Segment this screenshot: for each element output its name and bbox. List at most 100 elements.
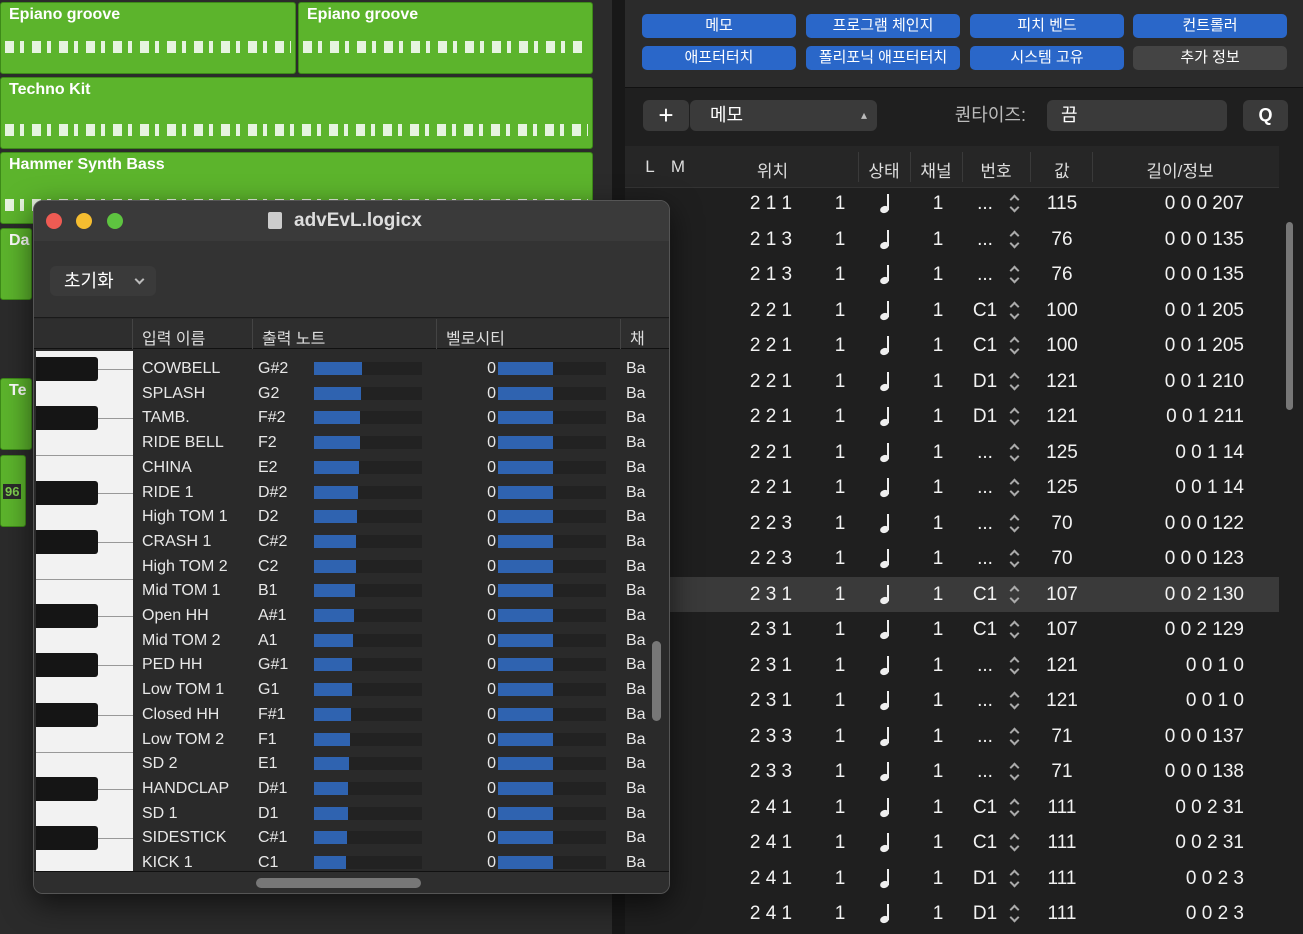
q-button[interactable]: Q <box>1243 100 1288 131</box>
event-type-popup[interactable]: 메모 ▴ <box>690 100 877 131</box>
channel: Ba <box>626 631 646 649</box>
filter-button[interactable]: 프로그램 체인지 <box>806 14 960 38</box>
event-cell: 2 3 1 <box>749 654 793 676</box>
event-cell: 2 1 3 <box>749 264 793 285</box>
column-header[interactable]: 위치 <box>756 162 789 181</box>
minimize-button[interactable] <box>76 213 92 229</box>
velocity-slider <box>498 386 553 400</box>
velocity: 0 <box>487 631 496 649</box>
filter-button[interactable]: 피치 벤드 <box>970 14 1124 38</box>
velocity: 0 <box>487 557 496 575</box>
note-stem <box>887 691 889 707</box>
black-key[interactable] <box>36 776 98 801</box>
event-cell: C1 <box>972 335 998 356</box>
output-note: A#1 <box>258 607 287 624</box>
quantize-popup[interactable]: 끔 <box>1047 100 1227 131</box>
event-cell: 1 <box>834 761 846 782</box>
track-region[interactable]: 96 <box>0 455 26 527</box>
key-line <box>98 616 133 617</box>
velocity-slider <box>498 411 553 425</box>
track-region[interactable]: Epiano groove <box>298 2 593 74</box>
filter-button[interactable]: 컨트롤러 <box>1133 14 1287 38</box>
column-header[interactable]: 상태 <box>868 162 900 181</box>
black-key[interactable] <box>36 480 98 505</box>
channel: Ba <box>626 779 646 797</box>
event-cell: 1 <box>834 264 846 285</box>
note-slider <box>314 485 358 499</box>
channel: Ba <box>626 681 646 699</box>
key-line <box>36 751 133 753</box>
column-header[interactable]: 채 <box>630 331 645 348</box>
event-cell: 2 2 1 <box>749 335 793 356</box>
zoom-button[interactable] <box>107 213 123 229</box>
input-name: Mid TOM 1 <box>142 582 221 600</box>
output-note: C#1 <box>258 829 288 847</box>
note-slider <box>314 683 352 697</box>
event-cell: 0 0 2 31 <box>1175 796 1244 818</box>
velocity: 0 <box>487 854 496 871</box>
black-key[interactable] <box>36 653 98 678</box>
event-cell: 1 <box>834 903 846 924</box>
add-button[interactable]: + <box>643 100 689 131</box>
velocity: 0 <box>487 755 496 773</box>
event-cell: 0 0 1 210 <box>1164 370 1244 392</box>
event-cell: 0 0 0 122 <box>1164 512 1244 534</box>
column-header[interactable]: 번호 <box>980 162 1012 181</box>
black-key[interactable] <box>36 357 98 381</box>
black-key[interactable] <box>36 702 98 727</box>
event-cell: C1 <box>972 583 998 605</box>
event-cell: 71 <box>1051 761 1073 782</box>
event-cell: 1 <box>834 441 846 463</box>
velocity-slider <box>498 436 553 450</box>
column-header[interactable]: L <box>645 157 655 176</box>
event-cell: 1 <box>834 477 846 498</box>
channel: Ba <box>626 557 646 575</box>
velocity-slider <box>498 732 553 746</box>
event-cell: 1 <box>932 796 944 818</box>
table-header <box>34 319 669 349</box>
region-name: Hammer Synth Bass <box>9 156 165 173</box>
note-slider <box>314 510 358 524</box>
input-name: SPLASH <box>142 384 206 402</box>
track-region[interactable]: Da <box>0 228 32 300</box>
track-region[interactable]: Techno Kit <box>0 77 593 149</box>
channel: Ba <box>626 384 646 402</box>
reset-popup[interactable]: 초기화 <box>50 266 156 296</box>
input-name: Low TOM 2 <box>142 730 225 748</box>
velocity: 0 <box>487 582 496 600</box>
filter-button[interactable]: 애프터터치 <box>642 46 796 70</box>
column-header[interactable]: 출력 노트 <box>262 331 326 348</box>
track-region[interactable]: Te <box>0 378 32 450</box>
close-button[interactable] <box>46 213 62 229</box>
note-stem <box>887 620 889 636</box>
column-header[interactable]: 길이/정보 <box>1146 162 1214 181</box>
input-name: SD 2 <box>142 755 178 773</box>
note-slider <box>314 633 354 647</box>
filter-button[interactable]: 폴리포닉 애프터터치 <box>806 46 960 70</box>
black-key[interactable] <box>36 604 98 628</box>
black-key[interactable] <box>36 826 98 851</box>
track-region[interactable]: Epiano groove <box>0 2 296 74</box>
column-header[interactable]: M <box>670 157 686 176</box>
black-key[interactable] <box>36 529 98 554</box>
event-cell: 1 <box>932 761 944 782</box>
event-cell: ... <box>977 512 993 534</box>
black-key[interactable] <box>36 406 98 431</box>
column-header[interactable]: 벨로시티 <box>446 331 505 348</box>
filter-button[interactable]: 메모 <box>642 14 796 38</box>
column-header[interactable]: 채널 <box>920 162 952 181</box>
channel: Ba <box>626 458 646 476</box>
event-cell: 0 0 1 211 <box>1166 406 1244 427</box>
note-slider <box>314 757 350 771</box>
midi-notes <box>5 41 291 53</box>
output-note: G1 <box>258 681 280 699</box>
event-cell: 0 0 1 0 <box>1185 654 1244 676</box>
filter-button[interactable]: 추가 정보 <box>1133 46 1287 70</box>
event-cell: 0 0 0 123 <box>1164 548 1244 569</box>
event-cell: 1 <box>834 832 846 853</box>
column-header[interactable]: 값 <box>1054 162 1070 181</box>
filter-button[interactable]: 시스템 고유 <box>970 46 1124 70</box>
column-header[interactable]: 입력 이름 <box>142 331 206 348</box>
output-note: G2 <box>258 384 280 402</box>
velocity: 0 <box>487 779 496 797</box>
